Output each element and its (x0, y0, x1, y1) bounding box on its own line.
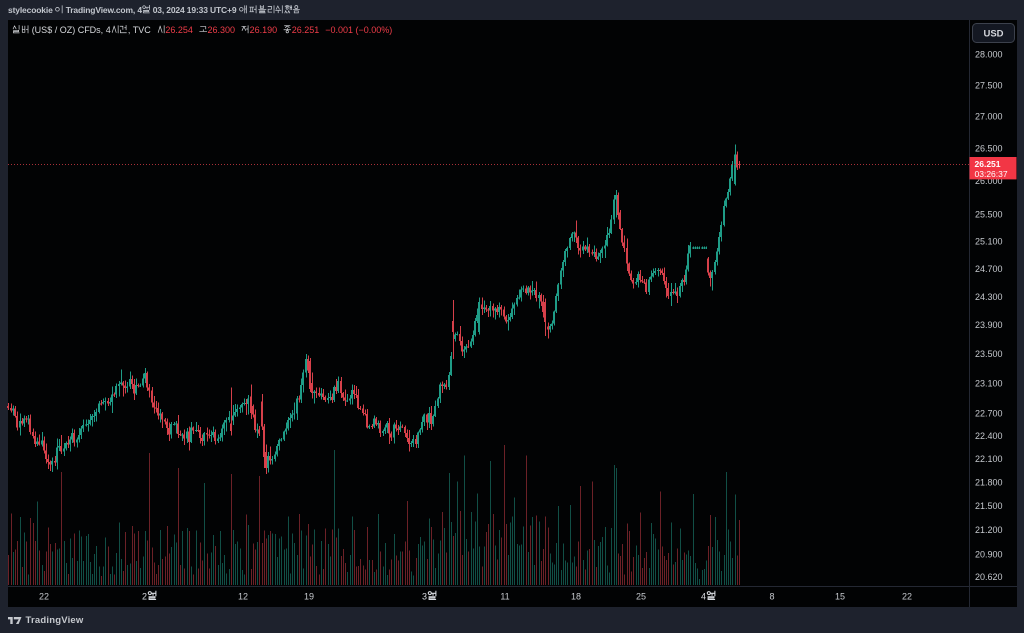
svg-text:11: 11 (500, 592, 509, 602)
svg-text:20.900: 20.900 (975, 550, 1003, 560)
svg-text:19: 19 (304, 592, 314, 602)
svg-text:26.000: 26.000 (975, 176, 1003, 186)
svg-text:24.700: 24.700 (975, 264, 1003, 274)
svg-text:21.200: 21.200 (975, 525, 1003, 535)
svg-text:2: 2 (142, 592, 147, 602)
svg-text:15: 15 (835, 592, 845, 602)
svg-text:3: 3 (422, 592, 427, 602)
svg-text:25.100: 25.100 (975, 236, 1003, 246)
svg-text:22.400: 22.400 (975, 431, 1003, 441)
svg-text:12: 12 (238, 592, 248, 602)
svg-text:25.500: 25.500 (975, 209, 1003, 219)
svg-text:22.100: 22.100 (975, 454, 1003, 464)
svg-text:4: 4 (701, 592, 706, 602)
svg-text:18: 18 (571, 592, 581, 602)
svg-text:23.500: 23.500 (975, 349, 1003, 359)
svg-text:03:26:37: 03:26:37 (975, 169, 1008, 179)
svg-text:24.300: 24.300 (975, 292, 1003, 302)
svg-text:22: 22 (902, 592, 912, 602)
svg-text:25: 25 (636, 592, 646, 602)
svg-text:21.500: 21.500 (975, 501, 1003, 511)
svg-text:23.100: 23.100 (975, 378, 1003, 388)
svg-text:21.800: 21.800 (975, 477, 1003, 487)
svg-text:20.620: 20.620 (975, 572, 1003, 582)
svg-text:26.500: 26.500 (975, 144, 1003, 154)
svg-text:22.700: 22.700 (975, 408, 1003, 418)
svg-text:28.000: 28.000 (975, 50, 1003, 60)
svg-text:22: 22 (39, 592, 49, 602)
svg-text:26.251: 26.251 (975, 159, 1001, 169)
svg-text:23.900: 23.900 (975, 320, 1003, 330)
svg-text:8: 8 (769, 592, 774, 602)
svg-text:27.000: 27.000 (975, 112, 1003, 122)
svg-text:USD: USD (983, 28, 1003, 39)
svg-text:27.500: 27.500 (975, 80, 1003, 90)
